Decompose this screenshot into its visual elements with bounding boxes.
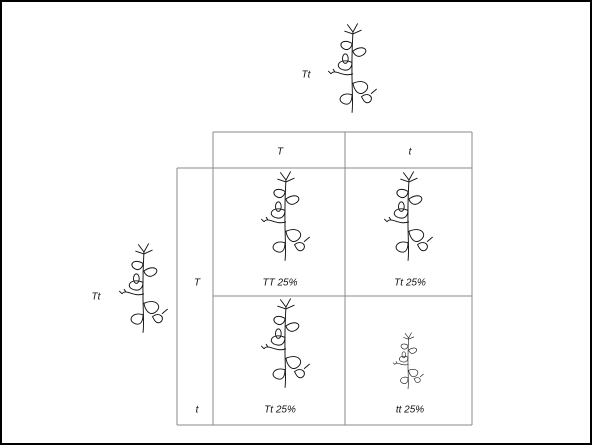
cell-label: TT 25%: [262, 278, 297, 289]
parent-plant-top: [328, 23, 376, 112]
grid: [177, 132, 472, 425]
cell-label: tt 25%: [396, 405, 424, 416]
frame: [1, 1, 591, 444]
column-header: t: [409, 147, 413, 158]
row-header: t: [196, 405, 200, 416]
punnett-square: Tt Tt T t T t TT 25% Tt 25% Tt 25% tt 25…: [0, 0, 592, 445]
parent-label-top: Tt: [302, 70, 312, 81]
parent-label-left: Tt: [92, 292, 102, 303]
parent-plant-left: [119, 243, 167, 332]
offspring-plant: [384, 171, 432, 260]
row-header: T: [194, 278, 201, 289]
offspring-plant: [261, 171, 309, 260]
cell-label: Tt 25%: [394, 278, 426, 289]
cell-label: Tt 25%: [264, 405, 296, 416]
offspring-plant-short: [393, 333, 424, 389]
offspring-plant: [261, 298, 309, 387]
column-header: T: [277, 147, 284, 158]
